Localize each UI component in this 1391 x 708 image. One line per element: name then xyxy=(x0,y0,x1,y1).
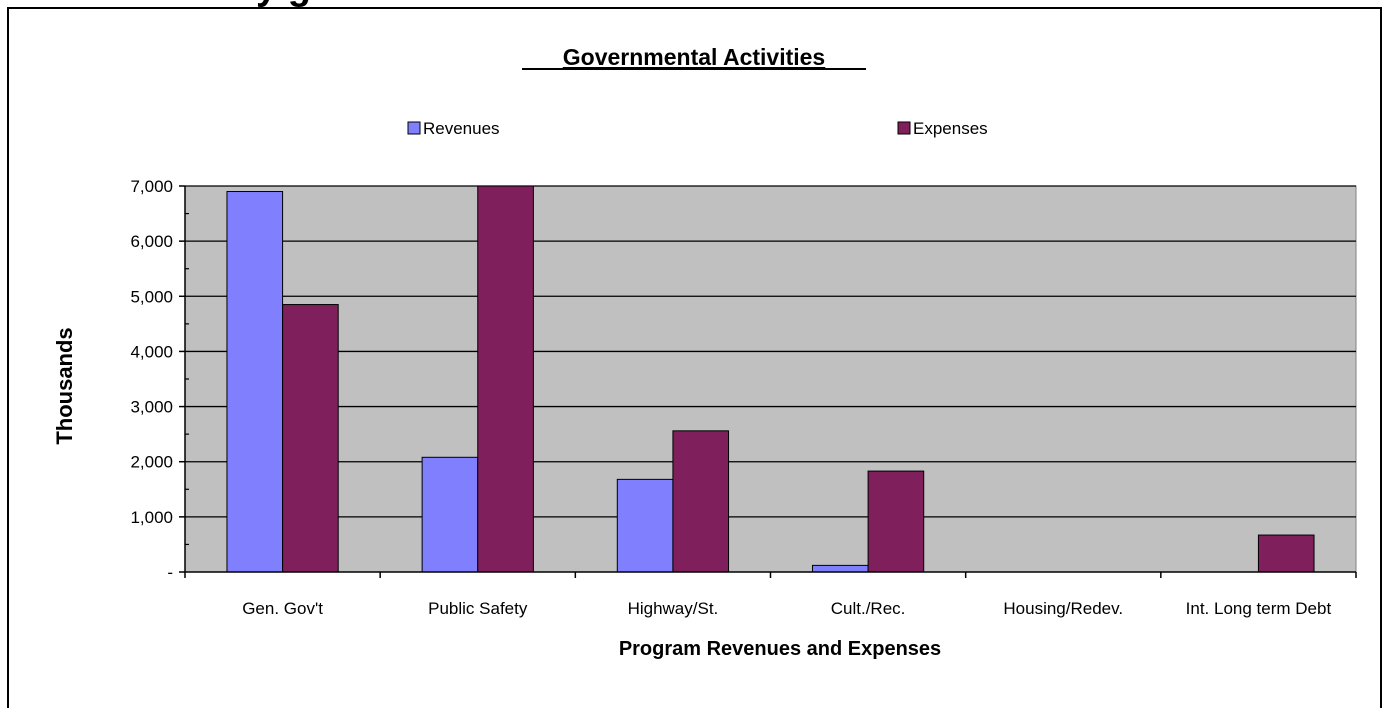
x-tick-label: Gen. Gov't xyxy=(242,599,323,618)
legend: Revenues Expenses xyxy=(407,119,988,138)
y-tick-label: 7,000 xyxy=(130,177,173,196)
y-tick-label: 6,000 xyxy=(130,232,173,251)
y-axis: - 1,000 2,000 3,000 4,000 5,000 6,000 7,000 xyxy=(130,177,189,582)
bar-revenues-3 xyxy=(811,564,869,573)
legend-label-expenses: Expenses xyxy=(913,119,988,138)
x-tick-label: Housing/Redev. xyxy=(1003,599,1123,618)
gridlines xyxy=(185,185,1356,518)
x-tick-label: Cult./Rec. xyxy=(831,599,906,618)
x-tick-label: Public Safety xyxy=(428,599,528,618)
bar-expenses-3 xyxy=(867,470,925,573)
legend-swatch-expenses xyxy=(897,121,911,135)
x-tick-label: Int. Long term Debt xyxy=(1186,599,1332,618)
bars xyxy=(226,185,1315,573)
x-axis-label: Program Revenues and Expenses xyxy=(619,638,941,660)
bar-expenses-1 xyxy=(477,185,534,573)
cut-off-page-heading: y g xyxy=(0,0,1391,8)
chart-title: Governmental Activities xyxy=(563,44,825,70)
bar-expenses-0 xyxy=(282,304,339,573)
page-heading-fragment: y g xyxy=(256,0,311,8)
x-axis: Gen. Gov't Public Safety Highway/St. Cult./… xyxy=(184,571,1357,618)
bar-expenses-2 xyxy=(672,430,730,573)
y-tick-label: 2,000 xyxy=(130,453,173,472)
x-tick-label: Highway/St. xyxy=(628,599,719,618)
legend-label-revenues: Revenues xyxy=(423,119,500,138)
bar-revenues-0 xyxy=(226,191,284,573)
y-tick-label: 3,000 xyxy=(130,398,173,417)
legend-swatch-revenues xyxy=(407,121,421,135)
y-tick-label: - xyxy=(167,563,173,582)
bar-expenses-5 xyxy=(1257,534,1315,573)
y-tick-label: 1,000 xyxy=(130,508,173,527)
y-axis-label: Thousands xyxy=(52,327,77,444)
bar-revenues-1 xyxy=(421,456,479,573)
y-tick-label: 5,000 xyxy=(130,287,173,306)
plot-area xyxy=(184,185,1357,573)
bar-revenues-2 xyxy=(616,478,674,573)
y-tick-label: 4,000 xyxy=(130,342,173,361)
